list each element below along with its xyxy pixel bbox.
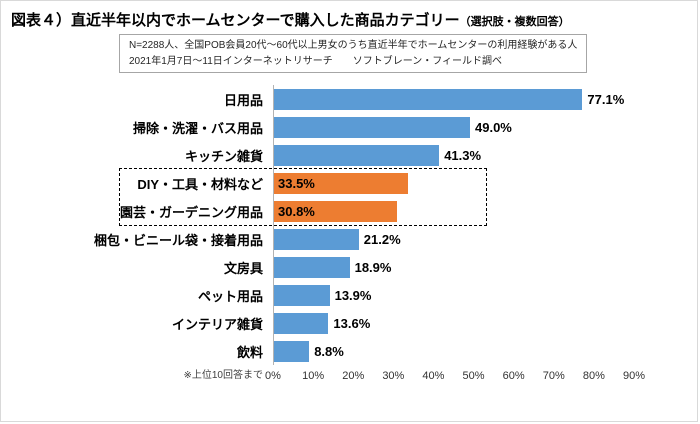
bar-plot-area: 41.3% [273, 141, 634, 169]
value-label: 13.6% [333, 315, 371, 331]
bar-plot-area: 30.8% [273, 197, 634, 225]
survey-note-line2: 2021年1月7日～11日インターネットリサーチ ソフトブレーン・フィールド調べ [129, 55, 503, 67]
bar-chart: 日用品 77.1% 掃除・洗濯・バス用品 49.0% キッチン雑貨 41.3% … [1, 85, 697, 387]
bar-row: DIY・工具・材料など 33.5% [11, 169, 697, 197]
category-label: 文房具 [223, 260, 263, 276]
value-label: 49.0% [475, 119, 512, 135]
bar-row: インテリア雑貨 13.6% [11, 309, 697, 337]
chart-title: 図表４）直近半年以内でホームセンターで購入した商品カテゴリー（選択肢・複数回答） [11, 9, 687, 30]
category-label: キッチン雑貨 [184, 148, 263, 164]
x-tick: 80% [582, 370, 605, 382]
footnote: ※上位10回答まで [183, 370, 263, 381]
survey-note-box: N=2288人、全国POB会員20代～60代以上男女のうち直近半年でホームセンタ… [119, 34, 588, 73]
bar [274, 200, 398, 222]
x-tick: 50% [462, 370, 485, 382]
bar-row: キッチン雑貨 41.3% [11, 141, 697, 169]
bar [274, 256, 350, 278]
x-tick: 60% [502, 370, 525, 382]
bar-plot-area: 77.1% [273, 85, 634, 113]
x-tick: 40% [422, 370, 445, 382]
bar-row: ペット用品 13.9% [11, 281, 697, 309]
category-label: 日用品 [223, 92, 263, 108]
x-tick: 90% [622, 370, 646, 382]
x-axis-ticks: 0% 10% 20% 30% 40% 50% 60% 70% 80% 90% [265, 370, 645, 386]
value-label: 21.2% [363, 231, 401, 247]
survey-note-line1: N=2288人、全国POB会員20代～60代以上男女のうち直近半年でホームセンタ… [129, 40, 578, 51]
bar-row: 飲料 8.8% [11, 337, 697, 365]
value-label: 41.3% [444, 147, 482, 163]
x-axis: ※上位10回答まで 0% 10% 20% 30% 40% 50% 60% 70% 80% 90% [11, 365, 697, 387]
value-label: 33.5% [278, 175, 315, 191]
chart-title-main: 図表４）直近半年以内でホームセンターで購入した商品カテゴリー [11, 12, 460, 29]
x-tick: 0% [265, 370, 281, 382]
bar [274, 284, 330, 306]
x-tick: 20% [342, 370, 365, 382]
value-label: 13.9% [334, 287, 372, 303]
bar [274, 228, 359, 250]
category-label: ペット用品 [197, 288, 263, 304]
x-tick: 10% [302, 370, 325, 382]
bar-row: 園芸・ガーデニング用品 30.8% [11, 197, 697, 225]
bar-row: 掃除・洗濯・バス用品 49.0% [11, 113, 697, 141]
x-tick: 70% [542, 370, 565, 382]
category-label: 掃除・洗濯・バス用品 [132, 120, 263, 136]
bar [274, 88, 583, 110]
bar-plot-area: 33.5% [273, 169, 634, 197]
bar-rows: 日用品 77.1% 掃除・洗濯・バス用品 49.0% キッチン雑貨 41.3% … [11, 85, 697, 365]
bar-row: 梱包・ビニール袋・接着用品 21.2% [11, 225, 697, 253]
category-label: DIY・工具・材料など [137, 176, 263, 192]
bar-row: 日用品 77.1% [11, 85, 697, 113]
bar-plot-area: 18.9% [273, 253, 634, 281]
category-label: インテリア雑貨 [171, 316, 263, 332]
bar [274, 144, 440, 166]
value-label: 18.9% [354, 259, 392, 275]
bar [274, 340, 310, 362]
chart-title-suffix: （選択肢・複数回答） [459, 16, 570, 28]
bar-plot-area: 13.9% [273, 281, 634, 309]
x-tick: 30% [382, 370, 405, 382]
bar [274, 312, 329, 334]
value-label: 77.1% [587, 91, 625, 107]
bar-plot-area: 13.6% [273, 309, 634, 337]
category-label: 飲料 [236, 344, 263, 360]
bar-plot-area: 8.8% [273, 337, 634, 365]
bar [274, 116, 470, 138]
category-label: 園芸・ガーデニング用品 [119, 204, 263, 220]
bar-plot-area: 21.2% [273, 225, 634, 253]
bar-plot-area: 49.0% [273, 113, 634, 141]
value-label: 30.8% [278, 203, 315, 219]
value-label: 8.8% [314, 343, 344, 359]
bar-row: 文房具 18.9% [11, 253, 697, 281]
bar [274, 172, 408, 194]
category-label: 梱包・ビニール袋・接着用品 [93, 232, 263, 248]
